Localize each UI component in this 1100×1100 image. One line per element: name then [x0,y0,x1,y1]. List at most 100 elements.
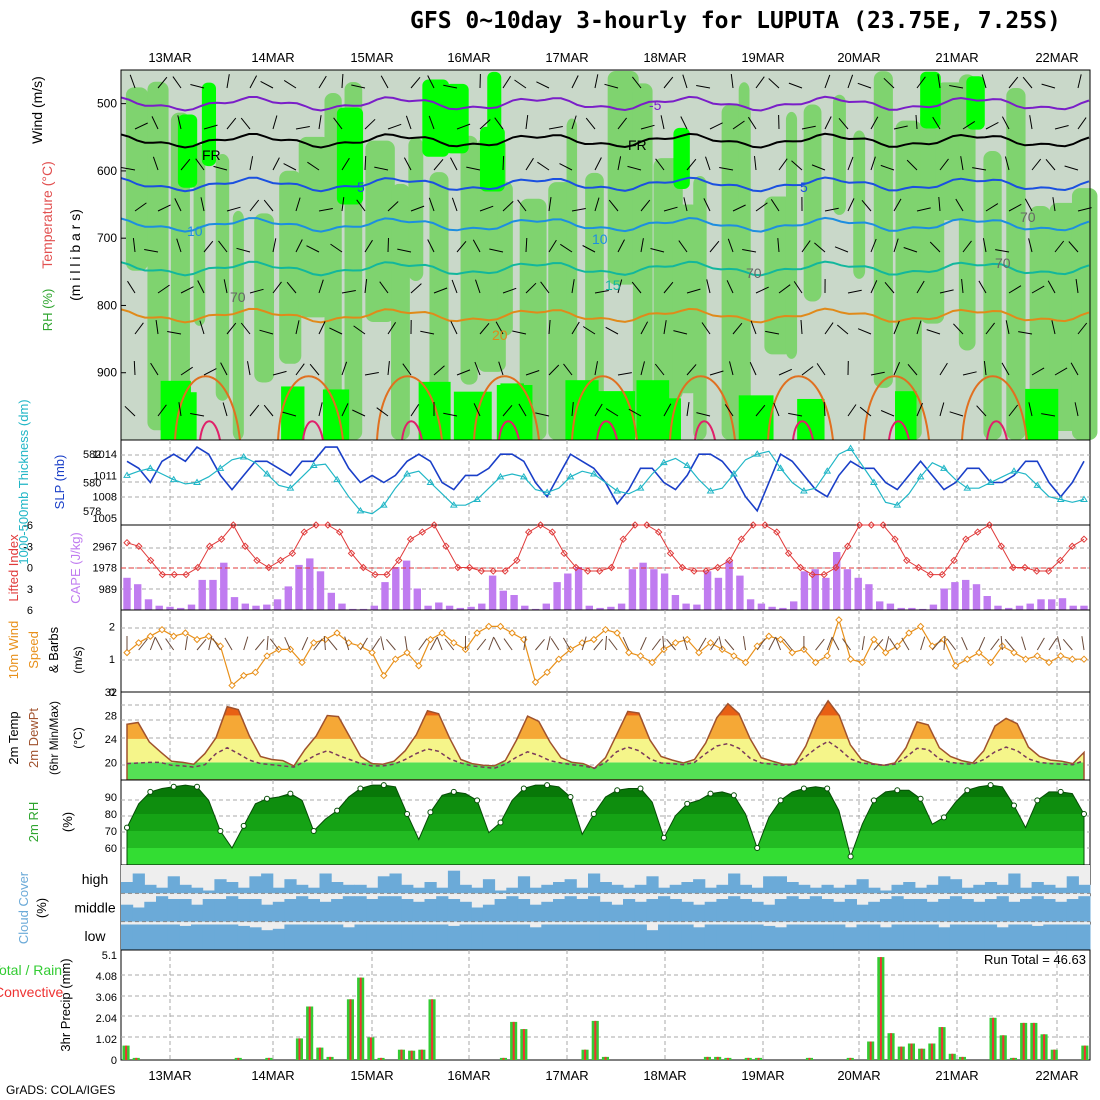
wind-barb [893,125,908,130]
wind10-marker [823,652,831,660]
cape-bar [155,605,163,610]
panel-title: Temperature (°C) [39,161,55,269]
wind-barb [152,156,159,171]
wind-barb [1001,362,1010,376]
cape-bar [585,605,593,610]
wind10-barb [961,636,968,651]
wind-barb [824,207,839,212]
convective-bar [900,1046,903,1060]
lifted-marker [749,521,757,529]
temp-tick: 28 [105,710,117,722]
wind-barb [663,320,667,335]
pressure-tick: 900 [97,366,117,380]
cape-bar [1015,605,1024,610]
surface-contour [498,420,520,441]
cloud-cell [261,904,274,922]
cape-bar [725,560,733,610]
cape-bar [779,607,787,610]
date-label-bottom: 14MAR [251,1068,294,1083]
wind10-barb [436,636,443,651]
convective-bar [757,1057,760,1060]
cloud-cell [191,887,204,894]
wind-barb [800,319,803,335]
wind-barb [1045,158,1056,171]
cape-tick: 2967 [93,541,117,553]
thickness-marker [916,472,925,480]
convective-bar [359,977,362,1060]
upper-air-panel: -5 FR FR 5 5 10 10 15 20 70 70 70 70 [120,70,1098,441]
wind-barb [755,202,768,212]
cloud-cell [739,899,752,922]
wind-barb [1024,198,1033,212]
wind-barb [548,364,560,376]
cloud-cell [961,887,974,894]
slp-tick: 1011 [93,470,117,482]
cape-bar [499,590,507,610]
wind-barb [466,166,481,171]
cloud-cell [226,896,239,922]
rh-band-saturated [604,393,626,440]
cape-bar [220,562,228,610]
rh-band-moist [1029,205,1051,440]
wind-barb [847,289,862,294]
wind-barb [972,167,987,171]
wind10-marker [1068,655,1077,663]
cloud-cell [541,924,554,950]
cloud-cell [471,924,484,950]
cape-bar [123,577,131,610]
cloud-cell [716,899,729,922]
wind10-barb [831,637,840,651]
convective-bar [961,1056,964,1060]
wind10-barb [1062,638,1073,651]
cloud-cell [412,901,426,922]
cape-bar [886,603,895,610]
cape-bar [488,575,497,610]
rh-band-moist [764,196,793,355]
wind-barb [286,281,297,294]
convective-bar [237,1057,240,1060]
surface-contour [302,420,324,441]
wind-barb [403,157,412,171]
wind-barb [157,404,167,417]
lifted-marker [442,542,450,550]
wind-barb [387,322,397,335]
cloud-cell [179,925,192,950]
wind-barb [329,327,343,335]
wind-barb [870,156,876,171]
lifted-marker [288,549,297,558]
wind-barb [272,281,282,294]
rh-marker [964,787,971,794]
wind10-marker [543,668,551,677]
wind-barb [272,370,287,376]
cape-bar [897,607,905,610]
cloud-cell [459,901,472,922]
rh-band-saturated [336,107,364,205]
cape-bar [876,601,884,610]
pressure-tick: 600 [97,164,117,178]
wind-barb [309,363,320,376]
wind10-marker [881,648,890,657]
cloud-cell [669,899,682,922]
wind-barb [857,328,872,335]
convective-bar [890,1033,893,1060]
wind-barb [247,361,251,376]
cape-bar [284,586,292,610]
lifted-marker [194,563,202,572]
wind-barb [220,362,228,376]
wind-barb [631,281,642,294]
wind-barb [1077,322,1088,335]
wind-barb [705,156,711,171]
wind-barb [1018,331,1033,335]
rh-band-moist [1006,88,1026,440]
wind-barb [703,198,711,212]
wind-barb [640,199,651,212]
wind-barb [195,158,205,171]
cloud-cell [798,884,811,894]
wind-barb [678,240,688,253]
wind-barb [939,402,945,417]
cloud-cell [681,882,694,894]
wind-barb [938,196,941,212]
cape-bar [370,605,378,610]
wind-barb [628,408,642,417]
lifted-marker [536,521,545,529]
